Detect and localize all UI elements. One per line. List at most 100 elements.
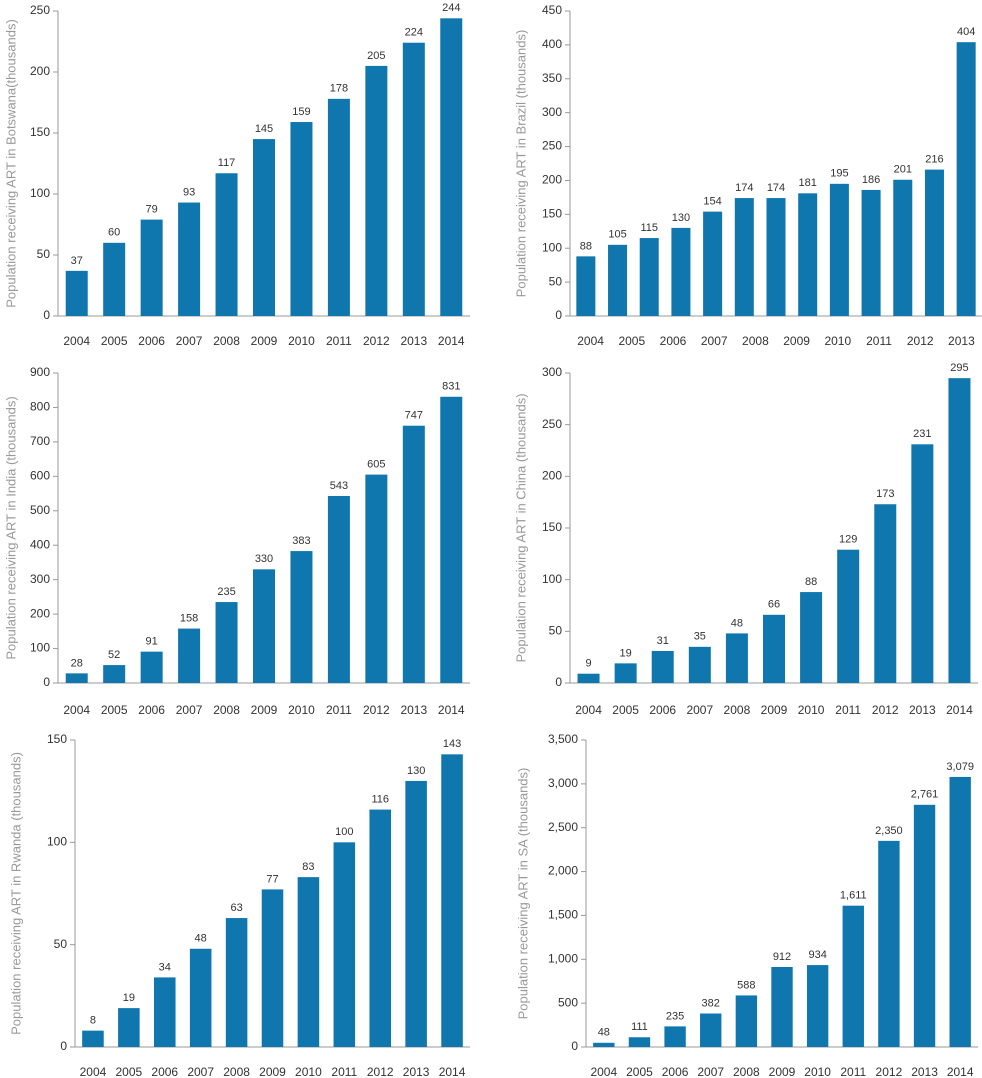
y-tick-label: 150 [542, 207, 562, 221]
value-label: 91 [146, 636, 158, 648]
value-label: 63 [230, 902, 242, 914]
y-tick-label: 50 [549, 274, 563, 288]
x-tick-label: 2007 [686, 703, 713, 717]
x-tick-label: 2013 [400, 334, 427, 348]
x-tick-label: 2012 [876, 1065, 903, 1078]
bar [829, 183, 849, 316]
value-label: 588 [737, 979, 755, 991]
y-tick-label: 0 [555, 308, 562, 322]
bar [842, 905, 864, 1047]
bar [327, 495, 350, 683]
value-label: 79 [146, 204, 158, 216]
y-tick-label: 150 [542, 520, 562, 534]
y-axis-title: Population receiving ART in Rwanda (thou… [8, 752, 23, 1035]
value-label: 235 [666, 1010, 684, 1022]
value-label: 216 [925, 154, 943, 166]
bar [440, 396, 463, 683]
bar [103, 242, 126, 316]
x-tick-label: 2006 [649, 703, 676, 717]
x-tick-label: 2007 [697, 1065, 724, 1078]
y-tick-label: 250 [542, 417, 562, 431]
x-tick-label: 2009 [783, 334, 810, 348]
bar [703, 211, 723, 316]
bar [671, 227, 691, 316]
x-tick-label: 2006 [138, 703, 165, 717]
bar [806, 965, 829, 1047]
value-label: 19 [620, 647, 632, 659]
bar [154, 977, 176, 1047]
value-label: 747 [405, 410, 423, 422]
x-tick-label: 2010 [824, 334, 851, 348]
value-label: 129 [839, 534, 857, 546]
bar [118, 1008, 140, 1047]
bar [82, 1030, 104, 1047]
x-tick-label: 2008 [724, 703, 751, 717]
bar [215, 602, 238, 683]
bar [440, 18, 463, 316]
y-tick-label: 100 [542, 572, 562, 586]
y-axis-title: Population receiving ART in China (thous… [513, 393, 528, 662]
bar [763, 614, 785, 683]
bar [735, 995, 758, 1047]
x-tick-label: 2009 [761, 703, 788, 717]
bar [215, 173, 238, 316]
bar [369, 809, 391, 1047]
value-label: 60 [108, 227, 120, 239]
x-tick-label: 2011 [840, 1065, 866, 1078]
value-label: 195 [830, 168, 848, 180]
y-tick-label: 0 [60, 1039, 67, 1053]
value-label: 224 [405, 27, 423, 39]
x-tick-label: 2010 [798, 703, 825, 717]
x-tick-label: 2009 [769, 1065, 796, 1078]
bar [911, 444, 934, 683]
y-tick-label: 100 [30, 641, 50, 655]
bar [65, 270, 88, 316]
value-label: 934 [808, 949, 826, 961]
value-label: 77 [266, 873, 278, 885]
x-tick-label: 2006 [151, 1065, 178, 1078]
y-axis-title: Population receiving ART in SA (thousand… [515, 768, 530, 1020]
value-label: 48 [195, 933, 207, 945]
bar [333, 842, 356, 1047]
x-tick-label: 2013 [909, 703, 936, 717]
bar [297, 877, 320, 1047]
bar [261, 889, 284, 1047]
x-tick-label: 2006 [660, 334, 687, 348]
y-axis-title: Population receiving ART in Brazil (thou… [513, 30, 528, 298]
x-tick-label: 2010 [804, 1065, 831, 1078]
value-label: 382 [702, 997, 720, 1009]
x-tick-label: 2004 [577, 334, 604, 348]
bar [771, 967, 793, 1047]
value-label: 1,611 [840, 890, 867, 902]
x-tick-label: 2012 [907, 334, 934, 348]
x-tick-label: 2012 [363, 703, 390, 717]
y-tick-label: 1,000 [548, 951, 578, 965]
x-tick-label: 2010 [288, 334, 315, 348]
x-tick-label: 2005 [626, 1065, 653, 1078]
value-label: 543 [330, 480, 348, 492]
bar [949, 776, 971, 1047]
bar [253, 569, 275, 683]
value-label: 186 [862, 174, 880, 186]
x-tick-label: 2014 [438, 334, 465, 348]
y-tick-label: 500 [30, 503, 50, 517]
y-tick-label: 300 [542, 365, 562, 379]
x-tick-label: 2007 [187, 1065, 214, 1078]
x-tick-label: 2013 [403, 1065, 430, 1078]
y-tick-label: 450 [542, 3, 562, 17]
x-tick-label: 2013 [948, 334, 975, 348]
bar [639, 238, 659, 316]
value-label: 158 [180, 612, 198, 624]
x-tick-label: 2009 [251, 334, 278, 348]
bar [189, 948, 212, 1047]
y-tick-label: 0 [555, 675, 562, 689]
x-tick-label: 2010 [288, 703, 315, 717]
value-label: 201 [894, 164, 912, 176]
bar [874, 504, 897, 683]
x-tick-label: 2014 [946, 703, 973, 717]
y-axis-title: Population receiving ART in India (thous… [3, 396, 18, 659]
bar [402, 42, 425, 316]
bar [405, 780, 427, 1047]
x-tick-label: 2013 [400, 703, 427, 717]
value-label: 143 [443, 738, 461, 750]
